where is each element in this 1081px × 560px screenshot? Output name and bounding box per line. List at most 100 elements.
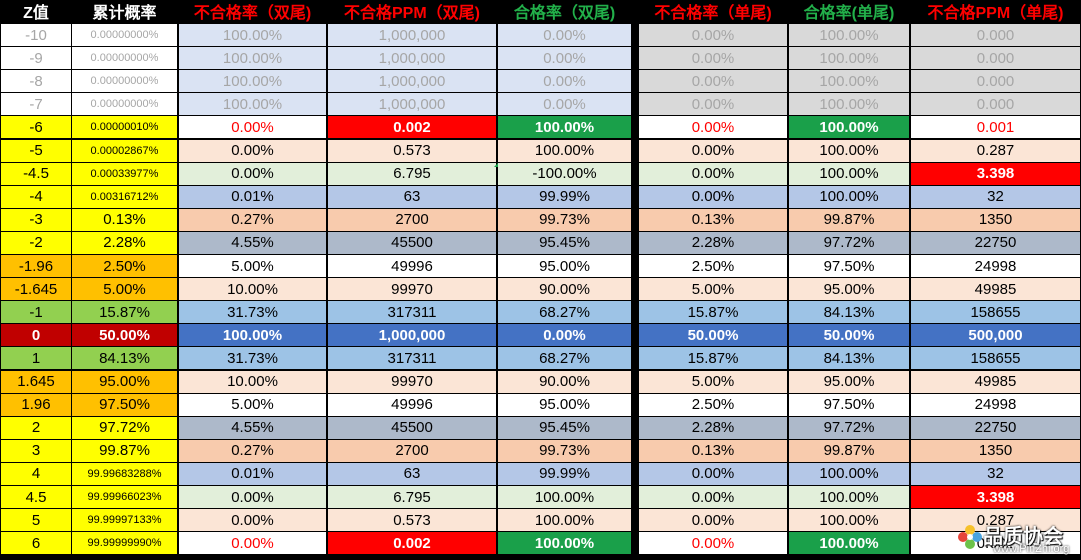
cell-defect-ppm-1t: 0.000 (911, 47, 1080, 70)
cell-pass-rate-1t: 100.00% (789, 486, 909, 508)
cell-cum-prob: 5.00% (72, 278, 177, 301)
cell-defect-ppm-1t: 0.000 (911, 24, 1080, 46)
cell-cum-prob: 0.00033977% (72, 162, 177, 185)
cell-pass-rate-2t: 99.99% (498, 462, 631, 485)
cell-pass-rate-2t: 100.00% (498, 532, 631, 555)
cell-cum-prob: 0.00000000% (72, 47, 177, 70)
header-defect-rate-1t: 不合格率（单尾) (639, 0, 787, 22)
cell-z-value: 0 (1, 324, 71, 347)
cell-defect-ppm-1t: 158655 (911, 301, 1080, 324)
cell-defect-rate-2t: 100.00% (179, 47, 326, 70)
cell-z-value: -3 (1, 208, 71, 231)
cell-defect-ppm-1t: 32 (911, 462, 1080, 485)
cell-pass-rate-2t: 99.73% (498, 439, 631, 462)
cell-z-value: 1.96 (1, 393, 71, 416)
cell-defect-ppm-1t: 49985 (911, 370, 1080, 393)
cell-defect-rate-2t: 0.00% (179, 532, 326, 555)
cell-defect-ppm-2t: 49996 (328, 255, 496, 277)
table-row: -2 2.28% 4.55% 45500 95.45% 2.28% 97.72% 22750 (0, 231, 1081, 254)
cell-cum-prob: 99.99966023% (72, 486, 177, 508)
cell-defect-ppm-2t: 317311 (328, 301, 496, 324)
cell-z-value: -4.5 (1, 162, 71, 185)
cell-defect-rate-2t: 0.00% (179, 116, 326, 139)
cell-defect-rate-1t: 50.00% (639, 324, 787, 347)
cell-defect-rate-1t: 0.00% (639, 185, 787, 208)
cell-z-value: 4.5 (1, 486, 71, 508)
cell-z-value: -4 (1, 185, 71, 208)
cell-pass-rate-2t: 0.00% (498, 70, 631, 93)
cell-pass-rate-2t: 95.45% (498, 231, 631, 254)
watermark-url: www.PinZhi.org (993, 543, 1070, 555)
cell-z-value: 2 (1, 416, 71, 439)
table-row: 1.96 97.50% 5.00% 49996 95.00% 2.50% 97.50% 249… (0, 393, 1081, 416)
cell-z-value: -1.645 (1, 278, 71, 301)
cell-defect-rate-1t: 0.13% (639, 439, 787, 462)
cell-pass-rate-2t: 0.00% (498, 47, 631, 70)
table-row: -1 15.87% 31.73% 317311 68.27% 15.87% 84.13% 15… (0, 301, 1081, 324)
cell-defect-ppm-1t: 158655 (911, 347, 1080, 370)
cell-pass-rate-1t: 100.00% (789, 462, 909, 485)
cell-cum-prob: 97.72% (72, 416, 177, 439)
cell-pass-rate-1t: 100.00% (789, 116, 909, 139)
cell-defect-ppm-1t: 22750 (911, 416, 1080, 439)
cell-pass-rate-2t: 99.73% (498, 208, 631, 231)
cell-cum-prob: 15.87% (72, 301, 177, 324)
cell-defect-rate-1t: 0.00% (639, 532, 787, 555)
cell-defect-ppm-2t: 49996 (328, 393, 496, 416)
cell-defect-rate-1t: 15.87% (639, 301, 787, 324)
cell-defect-ppm-1t: 24998 (911, 255, 1080, 277)
cell-defect-ppm-2t: 6.795 (328, 486, 496, 508)
cell-cum-prob: 95.00% (72, 370, 177, 393)
cell-defect-rate-1t: 0.00% (639, 462, 787, 485)
cell-defect-rate-2t: 10.00% (179, 278, 326, 301)
header-pass-rate-2t: 合格率（双尾) (498, 0, 631, 22)
header-defect-ppm-2t: 不合格PPM（双尾) (328, 0, 496, 22)
cell-z-value: 1.645 (1, 370, 71, 393)
cell-z-value: -1.96 (1, 255, 71, 277)
cell-defect-rate-2t: 4.55% (179, 416, 326, 439)
cell-pass-rate-1t: 100.00% (789, 185, 909, 208)
cell-pass-rate-2t: 90.00% (498, 370, 631, 393)
cell-defect-rate-1t: 2.50% (639, 393, 787, 416)
table-row: -7 0.00000000% 100.00% 1,000,000 0.00% 0.00% 1… (0, 93, 1081, 116)
table-row: 3 99.87% 0.27% 2700 99.73% 0.13% 99.87% 1350 (0, 439, 1081, 462)
cell-pass-rate-1t: 100.00% (789, 532, 909, 555)
cell-pass-rate-1t: 99.87% (789, 208, 909, 231)
cell-defect-rate-2t: 100.00% (179, 324, 326, 347)
cell-defect-rate-2t: 0.01% (179, 462, 326, 485)
cell-defect-ppm-2t: 6.795 (328, 162, 496, 185)
table-row: 2 97.72% 4.55% 45500 95.45% 2.28% 97.72% 22750 (0, 416, 1081, 439)
cell-defect-rate-2t: 0.00% (179, 139, 326, 162)
cell-defect-rate-1t: 2.28% (639, 416, 787, 439)
cell-pass-rate-1t: 100.00% (789, 139, 909, 162)
cell-defect-ppm-1t: 0.001 (911, 116, 1080, 139)
cell-defect-rate-2t: 100.00% (179, 93, 326, 116)
cell-pass-rate-2t: 0.00% (498, 24, 631, 46)
cell-defect-ppm-1t: 3.398 (911, 162, 1080, 185)
cell-pass-rate-2t: 68.27% (498, 347, 631, 370)
cell-defect-rate-1t: 0.00% (639, 509, 787, 532)
cell-pass-rate-2t: 0.00% (498, 324, 631, 347)
cell-defect-rate-2t: 100.00% (179, 24, 326, 46)
cell-cum-prob: 84.13% (72, 347, 177, 370)
cell-defect-ppm-1t: 3.398 (911, 486, 1080, 508)
cell-z-value: 5 (1, 509, 71, 532)
cell-defect-ppm-2t: 2700 (328, 208, 496, 231)
cell-defect-rate-2t: 0.00% (179, 509, 326, 532)
cell-pass-rate-2t: 99.99% (498, 185, 631, 208)
cell-defect-ppm-2t: 317311 (328, 347, 496, 370)
cell-defect-rate-1t: 0.00% (639, 116, 787, 139)
cell-defect-rate-1t: 0.00% (639, 486, 787, 508)
cell-defect-ppm-1t: 32 (911, 185, 1080, 208)
cell-defect-ppm-2t: 1,000,000 (328, 324, 496, 347)
cell-pass-rate-2t: 68.27% (498, 301, 631, 324)
cell-defect-rate-1t: 0.00% (639, 93, 787, 116)
cell-defect-ppm-2t: 63 (328, 462, 496, 485)
cell-cum-prob: 0.00000000% (72, 93, 177, 116)
table-row: 0 50.00% 100.00% 1,000,000 0.00% 50.00% 50.00%… (0, 324, 1081, 347)
cell-pass-rate-2t: 100.00% (498, 509, 631, 532)
cell-z-value: 3 (1, 439, 71, 462)
cell-pass-rate-1t: 97.50% (789, 393, 909, 416)
cell-pass-rate-2t: 95.00% (498, 393, 631, 416)
cell-z-value: -10 (1, 24, 71, 46)
